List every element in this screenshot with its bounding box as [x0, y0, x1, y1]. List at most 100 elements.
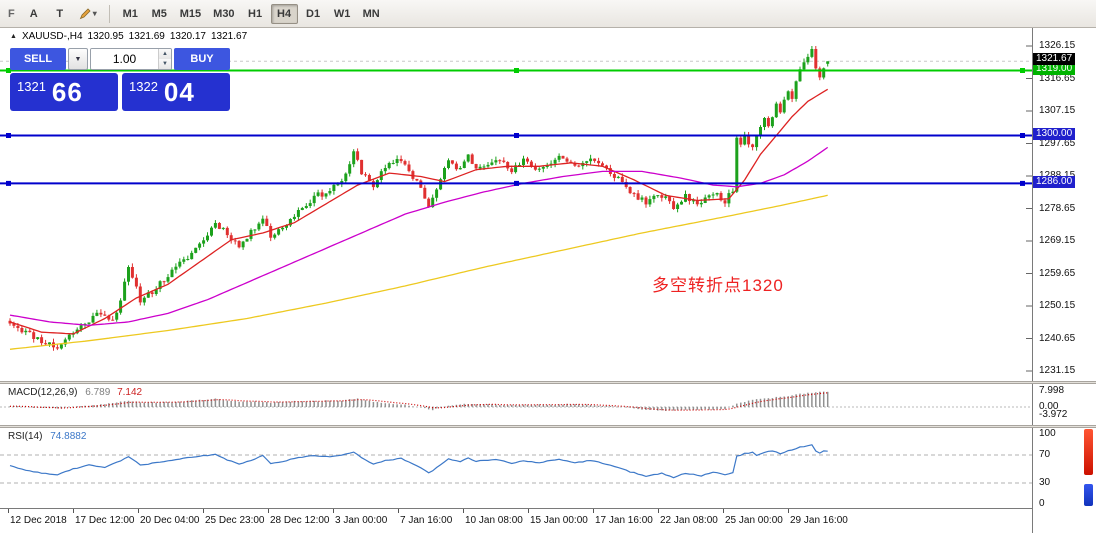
buy-button[interactable]: BUY: [174, 48, 230, 70]
ma-slow-yellow: [9, 194, 828, 350]
time-label: 12 Dec 2018: [10, 515, 67, 526]
time-tick: [463, 509, 464, 513]
chart-annotation[interactable]: 多空转折点1320: [652, 276, 784, 295]
meter-gadget: [1084, 429, 1093, 506]
cursor-tool-button[interactable]: A: [29, 7, 38, 20]
sell-price-panel[interactable]: 1321 66: [10, 73, 118, 111]
macd-signal-value: 7.142: [117, 387, 143, 398]
meter-upper: [1084, 429, 1093, 475]
time-label: 15 Jan 00:00: [530, 515, 588, 526]
hline-handle[interactable]: [6, 180, 11, 186]
rsi-name: RSI(14): [8, 431, 43, 442]
time-label: 28 Dec 12:00: [270, 515, 330, 526]
ma-mid-magenta: [9, 146, 829, 326]
rsi-scale-label: 70: [1039, 449, 1051, 460]
time-label: 3 Jan 00:00: [335, 515, 388, 526]
macd-scale-label: -3.972: [1039, 408, 1068, 420]
meter-lower: [1084, 484, 1093, 506]
time-axis[interactable]: 12 Dec 2018 17 Dec 12:00 20 Dec 04:00 25 De…: [0, 508, 1032, 533]
buy-price-panel[interactable]: 1322 04: [122, 73, 230, 111]
chart-ohlc-header: ▲ XAUUSD-,H4 1320.95 1321.69 1320.17 132…: [10, 31, 252, 42]
price-tick-label: 1240.65: [1039, 332, 1076, 344]
bid-pips: 66: [51, 76, 83, 107]
ma-fast-red: [9, 88, 829, 335]
hline-price-badge: 1319.00: [1033, 63, 1076, 76]
rsi-scale-label: 100: [1039, 428, 1056, 439]
tab-h1[interactable]: H1: [248, 7, 263, 20]
draw-tool-button[interactable]: ▾: [74, 4, 102, 24]
rsi-label: RSI(14) 74.8882: [8, 431, 86, 442]
rsi-scale-label: 30: [1039, 477, 1051, 488]
time-label: 20 Dec 04:00: [140, 515, 200, 526]
price-tick-label: 1269.15: [1039, 235, 1076, 246]
hline-handle[interactable]: [514, 180, 519, 186]
ask-figure: 1322: [129, 78, 158, 94]
time-tick: [8, 509, 9, 513]
price-tick-label: 1250.15: [1039, 300, 1076, 311]
macd-panel-canvas[interactable]: [0, 384, 1032, 425]
file-icon[interactable]: F: [8, 7, 15, 20]
chevron-down-icon: ▼: [74, 55, 82, 63]
hline-handle[interactable]: [514, 133, 519, 138]
hline-price-badge: 1300.00: [1033, 128, 1076, 141]
price-tick-label: 1326.15: [1039, 40, 1076, 51]
time-tick: [73, 509, 74, 513]
price-tick-label: 1259.65: [1039, 267, 1076, 279]
price-tick-label: 1316.65: [1039, 72, 1076, 84]
main-chart-canvas[interactable]: [0, 28, 1032, 381]
stepper-up-icon[interactable]: ▲: [159, 49, 171, 59]
stepper-down-icon[interactable]: ▼: [159, 59, 171, 69]
time-label: 17 Dec 12:00: [75, 515, 135, 526]
tab-m1[interactable]: M1: [122, 7, 138, 20]
price-tick-label: 1297.65: [1039, 137, 1076, 149]
price-tick-label: 1288.15: [1039, 170, 1075, 181]
hline-handle[interactable]: [6, 133, 11, 138]
panel-resize-handle[interactable]: [0, 425, 1096, 428]
time-tick: [398, 509, 399, 513]
time-tick: [593, 509, 594, 513]
text-tool-button[interactable]: T: [56, 7, 64, 20]
time-label: 10 Jan 08:00: [465, 515, 523, 526]
volume-stepper[interactable]: ▲ ▼: [158, 49, 171, 69]
time-tick: [333, 509, 334, 513]
tab-m30[interactable]: M30: [213, 7, 235, 20]
volume-dropdown[interactable]: ▼: [68, 48, 88, 70]
macd-name: MACD(12,26,9): [8, 387, 78, 398]
tab-mn[interactable]: MN: [362, 7, 380, 20]
sell-button[interactable]: SELL: [10, 48, 66, 70]
macd-main-value: 6.789: [85, 387, 111, 398]
volume-input[interactable]: [91, 49, 158, 69]
time-tick: [528, 509, 529, 513]
price-tick-label: 1231.15: [1039, 365, 1076, 376]
hline-price-badge: 1286.00: [1033, 176, 1076, 189]
bid-figure: 1321: [17, 78, 46, 94]
time-label: 29 Jan 16:00: [790, 515, 848, 526]
tab-h4[interactable]: H4: [270, 3, 298, 24]
low-value: 1320.17: [169, 31, 206, 42]
hline-handle[interactable]: [1020, 133, 1025, 138]
last-price-badge: 1321.67: [1033, 53, 1076, 66]
hline-handle[interactable]: [514, 68, 519, 73]
price-tick-label: 1307.15: [1039, 105, 1076, 116]
high-value: 1321.69: [128, 31, 165, 42]
rsi-line: [9, 444, 828, 479]
tab-d1[interactable]: D1: [306, 7, 321, 20]
rsi-panel-canvas[interactable]: [0, 428, 1032, 508]
hline-handle[interactable]: [1020, 180, 1025, 186]
macd-label: MACD(12,26,9) 6.789 7.142: [8, 387, 142, 398]
tab-m5[interactable]: M5: [151, 7, 167, 20]
time-tick: [788, 509, 789, 513]
hline-handle[interactable]: [1020, 68, 1025, 73]
time-tick: [268, 509, 269, 513]
chevron-down-icon: ▾: [92, 9, 97, 18]
macd-scale-label: 7.998: [1039, 385, 1065, 396]
close-value: 1321.67: [210, 31, 248, 42]
tab-m15[interactable]: M15: [179, 7, 202, 20]
hline-handle[interactable]: [6, 68, 11, 73]
tab-w1[interactable]: W1: [333, 7, 351, 20]
open-value: 1320.95: [87, 31, 124, 42]
price-tick-label: 1278.65: [1039, 202, 1076, 214]
panel-resize-handle[interactable]: [0, 381, 1096, 384]
time-tick: [723, 509, 724, 513]
